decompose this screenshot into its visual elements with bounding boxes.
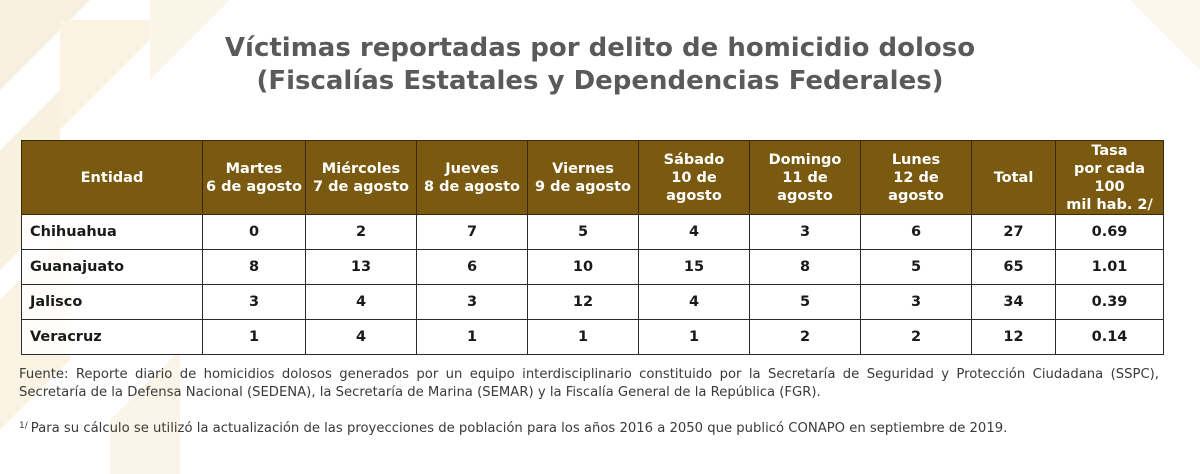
table-cell: 1: [527, 319, 639, 355]
title-line-2: (Fiscalías Estatales y Dependencias Fede…: [256, 66, 944, 96]
header-martes: Martes 6 de agosto: [202, 140, 306, 215]
table-row: Guanajuato 8 13 6 10 15 8 5 65 1.01: [21, 249, 1164, 285]
title-line-1: Víctimas reportadas por delito de homici…: [224, 33, 976, 63]
table-cell: 13: [305, 249, 417, 285]
table-cell: 5: [527, 214, 639, 250]
table-row: Veracruz 1 4 1 1 1 2 2 12 0.14: [21, 319, 1164, 355]
cell-total: 65: [971, 249, 1056, 285]
cell-tasa: 0.14: [1055, 319, 1164, 355]
table-cell: 15: [638, 249, 750, 285]
cell-entidad: Veracruz: [21, 319, 203, 355]
table-cell: 1: [638, 319, 750, 355]
header-viernes: Viernes 9 de agosto: [527, 140, 639, 215]
header-domingo: Domingo 11 de agosto: [749, 140, 861, 215]
cell-total: 12: [971, 319, 1056, 355]
table-row: Chihuahua 0 2 7 5 4 3 6 27 0.69: [21, 214, 1164, 250]
table-cell: 3: [860, 284, 972, 320]
header-entidad: Entidad: [21, 140, 203, 215]
table-cell: 3: [749, 214, 861, 250]
table-cell: 5: [749, 284, 861, 320]
cell-tasa: 0.39: [1055, 284, 1164, 320]
homicide-table: Entidad Martes 6 de agosto Miércoles 7 de …: [21, 140, 1164, 355]
cell-entidad: Jalisco: [21, 284, 203, 320]
source-note: Fuente: Reporte diario de homicidios dol…: [19, 367, 1159, 400]
header-miercoles: Miércoles 7 de agosto: [305, 140, 417, 215]
table-cell: 12: [527, 284, 639, 320]
table-cell: 2: [305, 214, 417, 250]
table-cell: 1: [202, 319, 306, 355]
table-row: Jalisco 3 4 3 12 4 5 3 34 0.39: [21, 284, 1164, 320]
table-cell: 5: [860, 249, 972, 285]
footnote-marker: 1/: [19, 421, 28, 431]
header-total: Total: [971, 140, 1056, 215]
page-title: Víctimas reportadas por delito de homici…: [0, 32, 1200, 98]
cell-total: 27: [971, 214, 1056, 250]
table-cell: 8: [749, 249, 861, 285]
table-cell: 8: [202, 249, 306, 285]
table-cell: 3: [202, 284, 306, 320]
table-cell: 3: [416, 284, 528, 320]
table-cell: 4: [305, 284, 417, 320]
header-lunes: Lunes 12 de agosto: [860, 140, 972, 215]
table-cell: 0: [202, 214, 306, 250]
cell-total: 34: [971, 284, 1056, 320]
table-cell: 4: [305, 319, 417, 355]
table-header-row: Entidad Martes 6 de agosto Miércoles 7 de …: [21, 140, 1164, 215]
header-tasa: Tasa por cada 100 mil hab. 2/: [1055, 140, 1164, 215]
table-cell: 2: [749, 319, 861, 355]
footnote-text: Para su cálculo se utilizó la actualizac…: [30, 421, 1008, 436]
table-cell: 1: [416, 319, 528, 355]
table-cell: 4: [638, 284, 750, 320]
table-cell: 10: [527, 249, 639, 285]
cell-entidad: Chihuahua: [21, 214, 203, 250]
footnote: 1/Para su cálculo se utilizó la actualiz…: [19, 417, 1159, 438]
cell-tasa: 0.69: [1055, 214, 1164, 250]
header-jueves: Jueves 8 de agosto: [416, 140, 528, 215]
table-cell: 4: [638, 214, 750, 250]
table-cell: 2: [860, 319, 972, 355]
cell-tasa: 1.01: [1055, 249, 1164, 285]
cell-entidad: Guanajuato: [21, 249, 203, 285]
table-cell: 6: [416, 249, 528, 285]
table-cell: 7: [416, 214, 528, 250]
table-cell: 6: [860, 214, 972, 250]
header-sabado: Sábado 10 de agosto: [638, 140, 750, 215]
